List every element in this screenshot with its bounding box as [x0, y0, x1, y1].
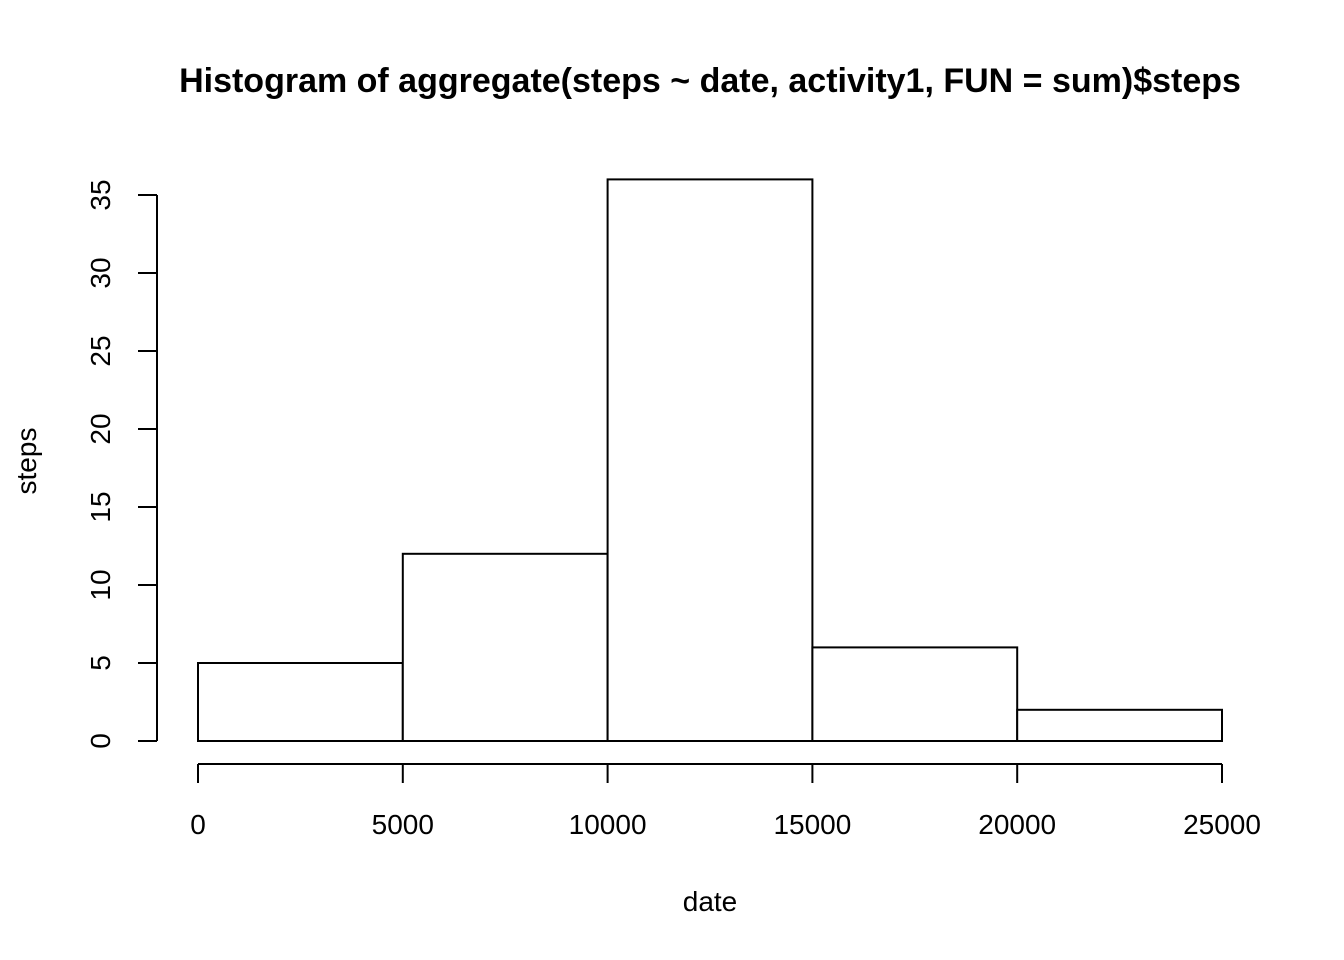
x-tick-label: 10000: [569, 809, 647, 840]
x-tick-label: 25000: [1183, 809, 1261, 840]
histogram-bar: [1016, 708, 1224, 742]
y-tick-label: 5: [85, 655, 116, 671]
x-tick-label: 5000: [372, 809, 434, 840]
chart-title: Histogram of aggregate(steps ~ date, act…: [179, 62, 1241, 100]
x-tick-label: 15000: [773, 809, 851, 840]
histogram-bar: [811, 646, 1019, 743]
x-tick-label: 0: [190, 809, 206, 840]
y-tick-label: 10: [85, 569, 116, 600]
y-tick-label: 30: [85, 257, 116, 288]
histogram-bar: [401, 552, 609, 742]
y-axis-label: steps: [11, 428, 42, 495]
histogram-bar: [197, 662, 404, 742]
x-axis: 0 5000 10000 15000 20000 25000: [190, 763, 1261, 840]
histogram-bar: [606, 178, 814, 742]
y-tick-label: 15: [85, 491, 116, 522]
bars-layer: [197, 178, 1224, 743]
y-tick-label: 25: [85, 335, 116, 366]
x-tick-label: 20000: [978, 809, 1056, 840]
y-tick-label: 20: [85, 413, 116, 444]
x-axis-label: date: [683, 886, 738, 917]
y-axis: 0 5 10 15 20 25 30 35: [85, 179, 158, 749]
y-tick-label: 0: [85, 733, 116, 749]
y-tick-label: 35: [85, 179, 116, 210]
